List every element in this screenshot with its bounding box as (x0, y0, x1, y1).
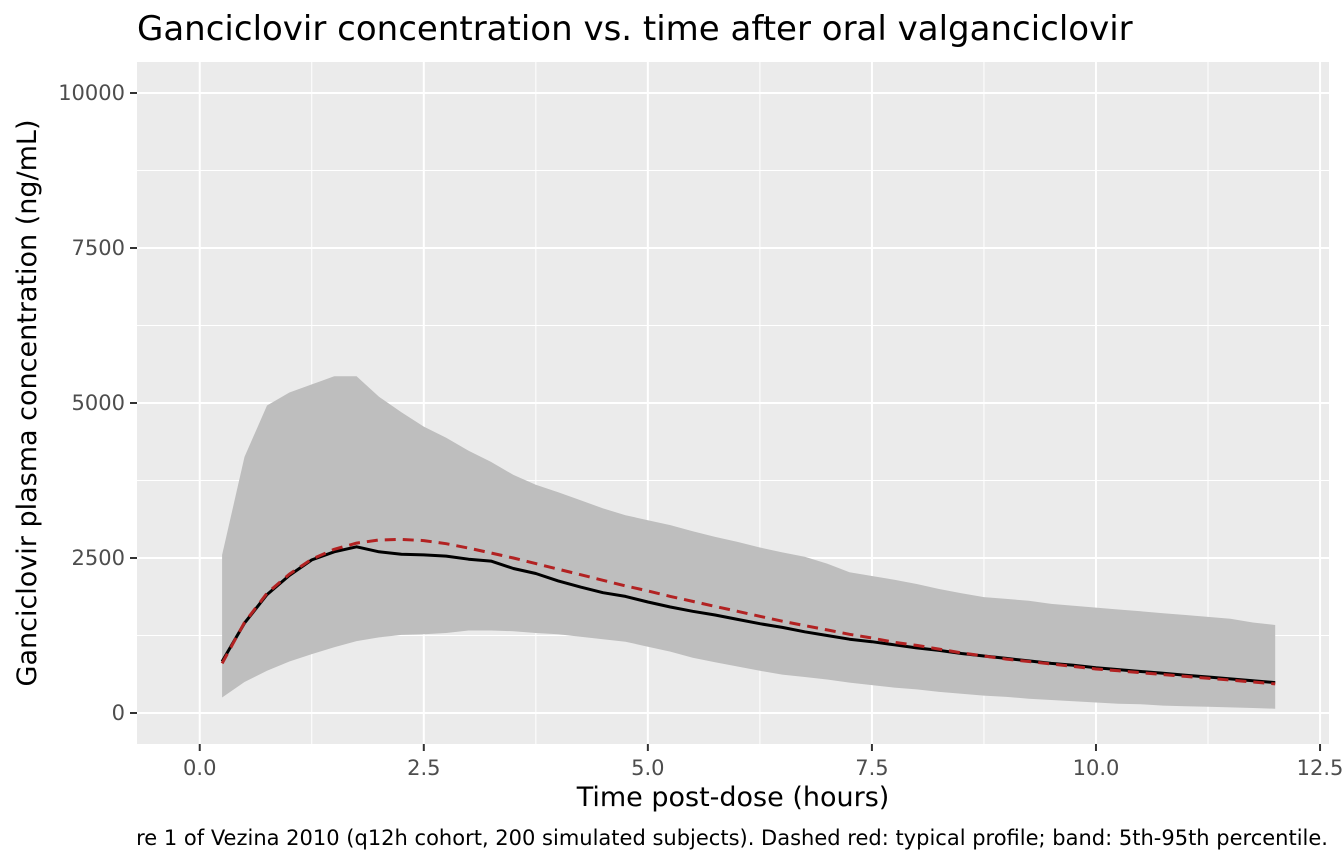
chart-title: Ganciclovir concentration vs. time after… (137, 9, 1133, 49)
x-tick-label: 7.5 (855, 756, 888, 780)
x-tick-label: 12.5 (1297, 756, 1344, 780)
typical-profile-line (220, 537, 1276, 686)
x-tick-label: 5.0 (631, 756, 664, 780)
caption: re 1 of Vezina 2010 (q12h cohort, 200 si… (136, 826, 1328, 850)
y-axis: 0 2500 5000 7500 10000 (58, 81, 137, 725)
x-axis: 0.0 2.5 5.0 7.5 10.0 12.5 (183, 744, 1343, 780)
y-tick-label: 7500 (72, 236, 125, 260)
x-tick-label: 0.0 (183, 756, 216, 780)
x-tick-label: 2.5 (407, 756, 440, 780)
data-marks (220, 376, 1276, 709)
y-tick-label: 5000 (72, 391, 125, 415)
x-tick-label: 10.0 (1073, 756, 1120, 780)
y-tick-label: 10000 (58, 81, 125, 105)
percentile-band (222, 376, 1276, 709)
y-tick-label: 0 (112, 701, 125, 725)
y-tick-label: 2500 (72, 546, 125, 570)
y-axis-title: Ganciclovir plasma concentration (ng/mL) (12, 120, 43, 687)
x-axis-title: Time post-dose (hours) (576, 782, 890, 813)
